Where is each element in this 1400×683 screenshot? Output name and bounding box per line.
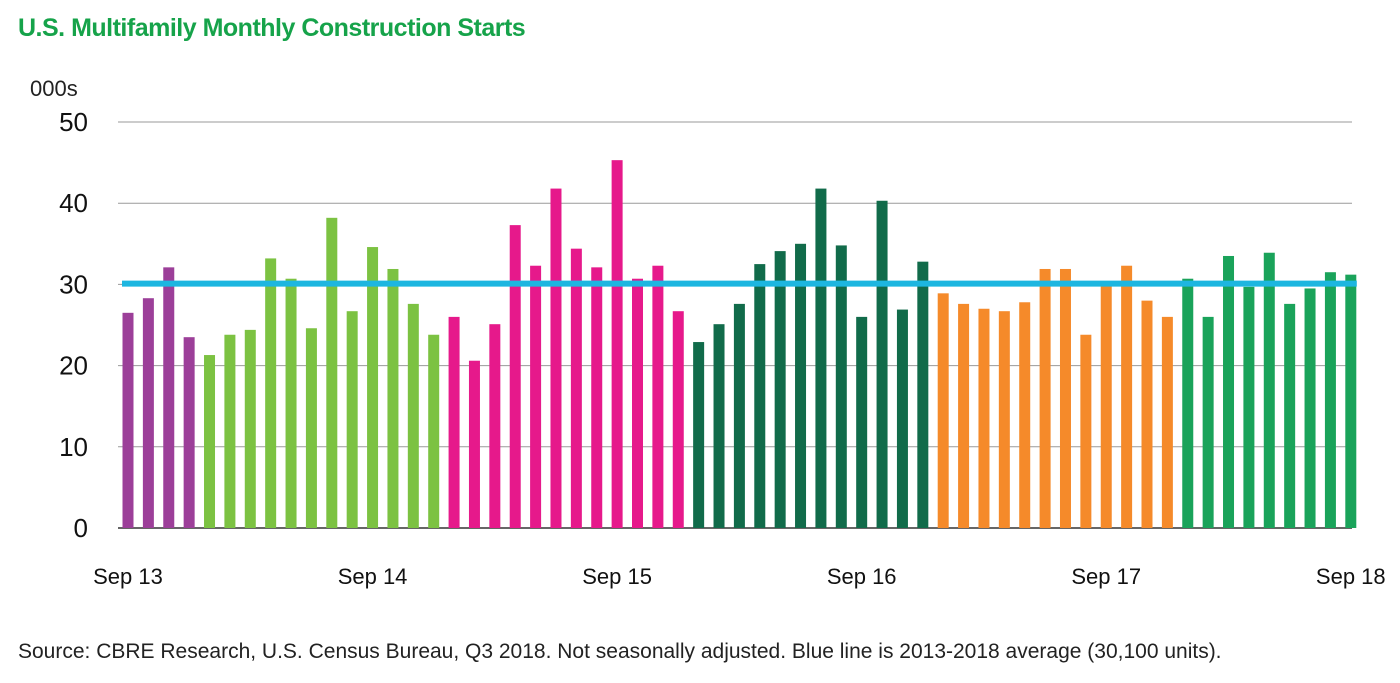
bar	[815, 188, 827, 529]
bar	[489, 324, 501, 528]
y-tick-label: 30	[59, 269, 88, 299]
bar	[733, 303, 745, 528]
y-tick-label: 10	[59, 432, 88, 462]
bar	[591, 267, 603, 528]
bar	[876, 200, 888, 528]
x-tick-label: Sep 14	[338, 564, 408, 589]
bar	[550, 188, 562, 529]
bar	[632, 278, 643, 528]
bar	[448, 316, 460, 528]
x-tick-label: Sep 16	[827, 564, 897, 589]
x-tick-label: Sep 18	[1316, 564, 1386, 589]
bar	[367, 247, 379, 528]
bar	[774, 251, 786, 528]
bar	[1161, 316, 1173, 528]
bar	[346, 311, 358, 528]
bar	[917, 261, 929, 528]
chart-title: U.S. Multifamily Monthly Construction St…	[18, 14, 526, 42]
bar	[1121, 265, 1133, 528]
bar	[326, 217, 338, 529]
bar	[1141, 300, 1153, 528]
bar	[1019, 302, 1031, 528]
bar	[693, 342, 705, 528]
bar	[428, 334, 440, 528]
bar	[1182, 278, 1194, 528]
bar	[122, 312, 134, 528]
bar	[387, 268, 399, 528]
bar	[1243, 286, 1255, 528]
bar	[1080, 334, 1092, 528]
bar	[1059, 268, 1071, 528]
bar	[285, 278, 297, 528]
bar	[468, 360, 480, 528]
bar	[530, 265, 542, 528]
bar	[570, 248, 582, 528]
x-tick-label: Sep 15	[582, 564, 652, 589]
bar	[835, 245, 847, 528]
bar	[183, 337, 195, 528]
y-axis-unit-label: 000s	[30, 76, 78, 101]
bar	[998, 311, 1010, 528]
bar	[754, 264, 766, 528]
y-tick-label: 20	[59, 351, 88, 381]
bar	[856, 316, 868, 528]
y-tick-label: 50	[59, 107, 88, 137]
bar	[204, 355, 216, 528]
bars	[122, 160, 1357, 529]
y-tick-label: 0	[74, 513, 88, 543]
bar	[163, 267, 175, 528]
bar	[1039, 268, 1051, 528]
bar	[407, 303, 419, 528]
bar	[1324, 272, 1336, 528]
bar	[1100, 284, 1112, 528]
bar	[795, 243, 807, 529]
x-axis-ticks: Sep 13 Sep 14 Sep 15 Sep 16 Sep 17 Sep 18	[93, 564, 1386, 589]
bar	[1304, 288, 1316, 528]
bar	[958, 303, 970, 528]
bar	[305, 328, 317, 528]
bar	[1223, 255, 1235, 529]
bar	[896, 309, 908, 528]
bar	[265, 258, 277, 528]
bar	[611, 160, 623, 528]
bar	[1202, 316, 1214, 528]
bar	[224, 334, 236, 528]
bar	[1263, 252, 1275, 528]
x-tick-label: Sep 13	[93, 564, 163, 589]
x-tick-label: Sep 17	[1071, 564, 1141, 589]
bar	[509, 225, 521, 528]
bar	[978, 308, 990, 528]
bar	[937, 293, 949, 528]
bar	[672, 311, 684, 528]
bar	[244, 329, 256, 528]
bar	[142, 298, 154, 528]
bar	[713, 324, 725, 528]
y-axis-ticks: 0 10 20 30 40 50	[59, 107, 88, 543]
y-tick-label: 40	[59, 188, 88, 218]
bar	[1345, 274, 1357, 528]
bar	[652, 265, 664, 528]
bar	[1284, 303, 1296, 528]
source-note: Source: CBRE Research, U.S. Census Burea…	[18, 640, 1222, 663]
